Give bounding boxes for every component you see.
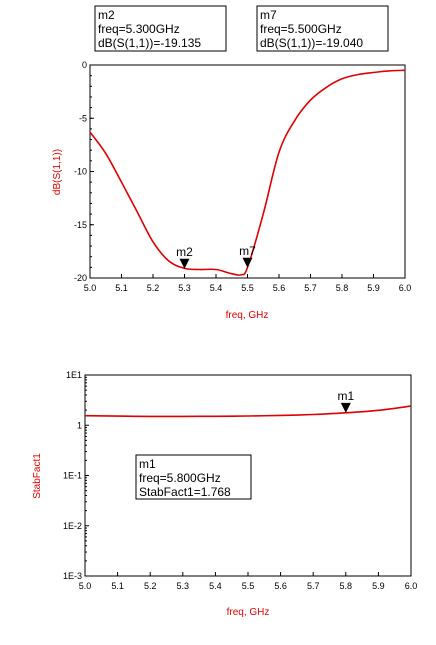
readout-box-m7[interactable]: m7 freq=5.500GHz dB(S(1,1))=-19.040 <box>256 5 389 52</box>
x-tick-label: 5.8 <box>340 581 353 591</box>
x-tick-label: 5.7 <box>307 581 320 591</box>
x-tick-label: 5.3 <box>177 581 190 591</box>
x-axis-ticks-stabfact: 5.0 5.1 5.2 5.3 5.4 5.5 5.6 5.7 5.8 5.9 6.0 <box>79 572 418 591</box>
readout-m1-freq: freq=5.800GHz <box>139 471 221 485</box>
x-tick-label: 5.9 <box>372 581 385 591</box>
minor-ticks-s11 <box>90 64 92 279</box>
y-tick-label: 1E-3 <box>63 571 82 581</box>
y-tick-label: 1E-1 <box>63 471 82 481</box>
readout-m2-name: m2 <box>98 8 115 22</box>
readout-m1-value: StabFact1=1.768 <box>139 485 231 499</box>
chart-stabfact: 5.0 5.1 5.2 5.3 5.4 5.5 5.6 5.7 5.8 5.9 6.0 1E111E… <box>32 370 417 618</box>
y-tick-label: -10 <box>74 167 87 177</box>
x-tick-label: 5.6 <box>274 581 287 591</box>
readout-m7-freq: freq=5.500GHz <box>260 22 342 36</box>
x-tick-label: 5.4 <box>209 581 222 591</box>
x-axis-title-s11: freq, GHz <box>226 310 269 321</box>
marker-m1-icon[interactable] <box>340 402 351 413</box>
x-tick-label: 5.5 <box>242 581 255 591</box>
markers-stabfact: m1 <box>337 389 354 413</box>
readout-m2-freq: freq=5.300GHz <box>98 22 180 36</box>
y-axis-title-stabfact: StabFact1 <box>32 453 43 499</box>
x-tick-label: 5.8 <box>336 283 349 293</box>
y-tick-label: 0 <box>82 60 87 70</box>
x-tick-label: 5.2 <box>147 283 160 293</box>
markers-s11: m2 m7 <box>176 244 256 269</box>
readout-box-m2[interactable]: m2 freq=5.300GHz dB(S(1,1))=-19.135 <box>94 5 227 52</box>
marker-m2-label: m2 <box>176 245 193 259</box>
y-tick-label: 1E1 <box>66 370 82 380</box>
y-tick-label: -15 <box>74 220 87 230</box>
x-tick-label: 5.0 <box>84 283 97 293</box>
readout-m1-name: m1 <box>139 457 156 471</box>
x-axis-title-stabfact: freq, GHz <box>227 607 270 618</box>
x-tick-label: 5.1 <box>115 283 128 293</box>
readout-box-m1[interactable]: m1 freq=5.800GHz StabFact1=1.768 <box>135 454 252 500</box>
minor-ticks-stabfact <box>85 376 87 562</box>
x-tick-label: 5.6 <box>273 283 286 293</box>
x-axis-ticks-s11: 5.0 5.1 5.2 5.3 5.4 5.5 5.6 5.7 5.8 5.9 6.0 <box>84 274 412 293</box>
marker-m2-icon[interactable] <box>179 258 190 269</box>
x-tick-label: 5.7 <box>304 283 317 293</box>
x-tick-label: 5.3 <box>178 283 191 293</box>
y-axis-ticks-stabfact: 1E1 1 1E-1 1E-2 1E-3 <box>63 370 89 581</box>
series-line-stabfact <box>84 405 412 418</box>
y-tick-label: -20 <box>74 273 87 283</box>
x-tick-label: 5.4 <box>210 283 223 293</box>
y-tick-label: -5 <box>79 113 87 123</box>
readout-m7-name: m7 <box>260 8 277 22</box>
marker-m1-label: m1 <box>337 389 354 403</box>
y-tick-label: 1 <box>77 420 82 430</box>
x-tick-label: 5.1 <box>111 581 124 591</box>
x-tick-label: 6.0 <box>399 283 412 293</box>
x-tick-label: 6.0 <box>405 581 418 591</box>
series-line-s11 <box>89 69 406 277</box>
readout-m7-value: dB(S(1,1))=-19.040 <box>260 36 363 50</box>
x-tick-label: 5.9 <box>367 283 380 293</box>
y-axis-title-s11: dB(S(1,1)) <box>52 149 63 195</box>
marker-m7-icon[interactable] <box>242 257 253 268</box>
readout-m2-value: dB(S(1,1))=-19.135 <box>98 36 201 50</box>
x-tick-label: 5.5 <box>241 283 254 293</box>
chart-s11: m2 freq=5.300GHz dB(S(1,1))=-19.135 m7 f… <box>52 5 412 321</box>
x-tick-label: 5.2 <box>144 581 157 591</box>
x-tick-label: 5.0 <box>79 581 92 591</box>
marker-m7-label: m7 <box>239 244 256 258</box>
y-tick-label: 1E-2 <box>63 521 82 531</box>
